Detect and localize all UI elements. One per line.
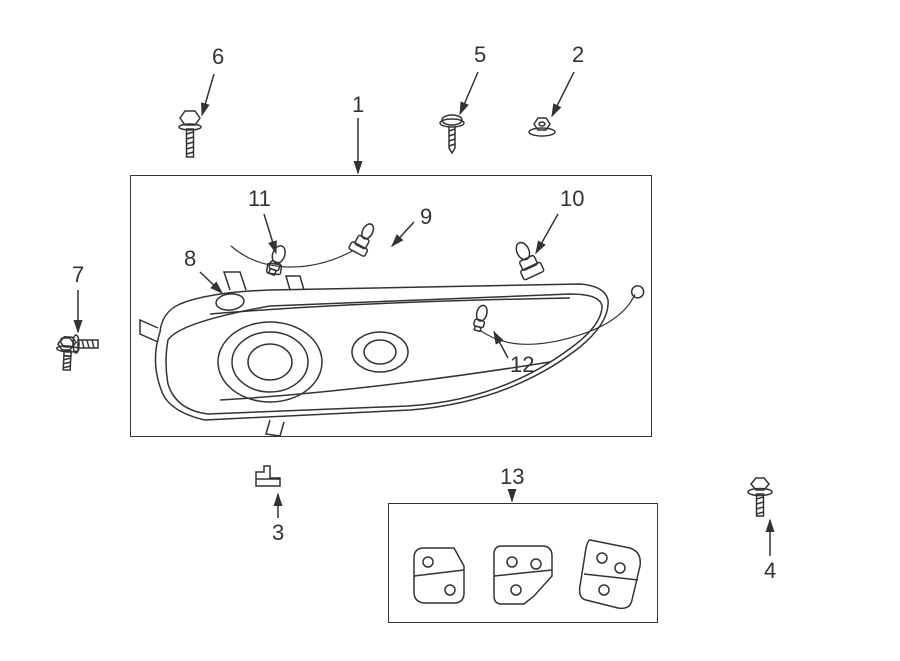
part-bolt-4	[748, 478, 772, 516]
arrow-9	[392, 222, 414, 246]
arrow-8	[200, 272, 222, 293]
diagram-svg	[0, 0, 900, 661]
arrow-2	[552, 72, 574, 116]
arrow-10	[536, 214, 558, 253]
part-headlamp-8	[140, 272, 608, 436]
part-bolt-6	[179, 111, 201, 157]
part-bracket-a	[414, 548, 464, 603]
part-bracket-b	[494, 546, 552, 604]
part-nut-2	[529, 118, 555, 136]
part-clip-3	[256, 466, 280, 486]
part-bulb-10	[509, 238, 544, 280]
arrow-6	[202, 74, 214, 115]
part-bracket-c	[580, 540, 641, 608]
part-screw-5	[440, 115, 464, 153]
part-bolt-7h	[58, 335, 98, 353]
part-bulb-12	[471, 247, 645, 373]
part-bulb-11	[266, 244, 288, 276]
arrow-11	[264, 214, 276, 253]
arrow-12	[494, 332, 508, 358]
arrow-5	[460, 72, 478, 114]
